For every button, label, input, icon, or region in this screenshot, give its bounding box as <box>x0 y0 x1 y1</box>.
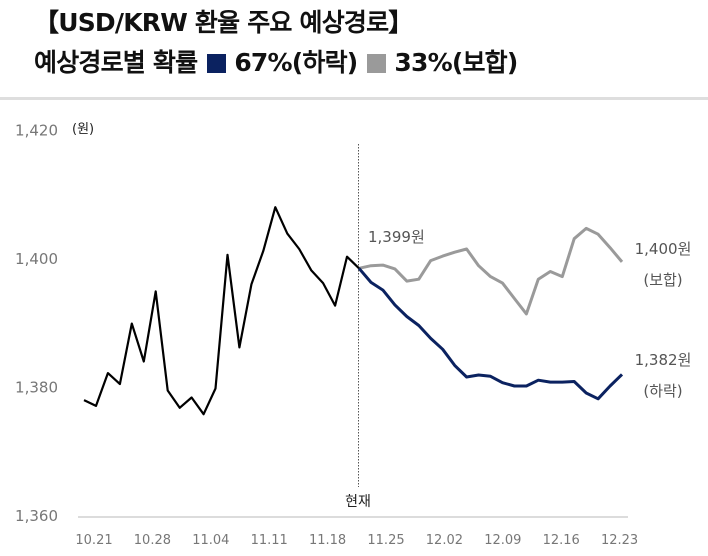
series-lines <box>83 206 624 416</box>
legend-swatch-flat <box>367 53 387 73</box>
y-tick-label: 1,380 <box>15 379 58 397</box>
current-label: 현재 <box>345 494 371 510</box>
y-tick-label: 1,400 <box>15 250 58 268</box>
subtitle-prefix: 예상경로별 확률 <box>34 48 198 77</box>
x-tick-label: 12.02 <box>426 533 463 548</box>
down-end-value: 1,382원 <box>635 351 692 369</box>
x-tick-label: 12.16 <box>543 533 580 548</box>
chart-subtitle: 예상경로별 확률 67%(하락) 33%(보합) <box>34 46 518 80</box>
x-tick-label: 11.11 <box>251 533 288 548</box>
x-tick-label: 10.21 <box>75 533 112 548</box>
y-tick-label: 1,420 <box>15 121 58 139</box>
legend-label-flat: 33%(보합) <box>394 48 518 77</box>
x-tick-label: 10.28 <box>134 533 171 548</box>
x-tick-label: 11.25 <box>367 533 404 548</box>
header-divider <box>0 97 708 100</box>
chart-title: 【USD/KRW 환율 주요 예상경로】 <box>34 8 413 37</box>
legend-label-down: 67%(하락) <box>234 48 358 77</box>
x-axis: 10.21 10.28 11.04 11.11 11.18 11.25 12.02 12.09… <box>75 533 638 548</box>
down-path-line <box>357 267 624 401</box>
x-tick-label: 12.23 <box>601 533 638 548</box>
y-axis: 1,360 1,380 1,400 1,420 <box>15 121 58 525</box>
flat-end-value: 1,400원 <box>635 240 692 258</box>
x-tick-label: 11.04 <box>192 533 229 548</box>
x-tick-label: 12.09 <box>484 533 521 548</box>
y-tick-label: 1,360 <box>15 507 58 525</box>
down-end-tag: (하락) <box>643 382 682 400</box>
y-axis-unit: (원) <box>72 122 94 137</box>
x-tick-label: 11.18 <box>309 533 346 548</box>
flat-path-line <box>358 226 624 316</box>
current-value-label: 1,399원 <box>368 228 425 246</box>
legend-swatch-down <box>207 53 227 73</box>
history-line <box>83 206 360 416</box>
flat-end-tag: (보합) <box>643 271 682 289</box>
